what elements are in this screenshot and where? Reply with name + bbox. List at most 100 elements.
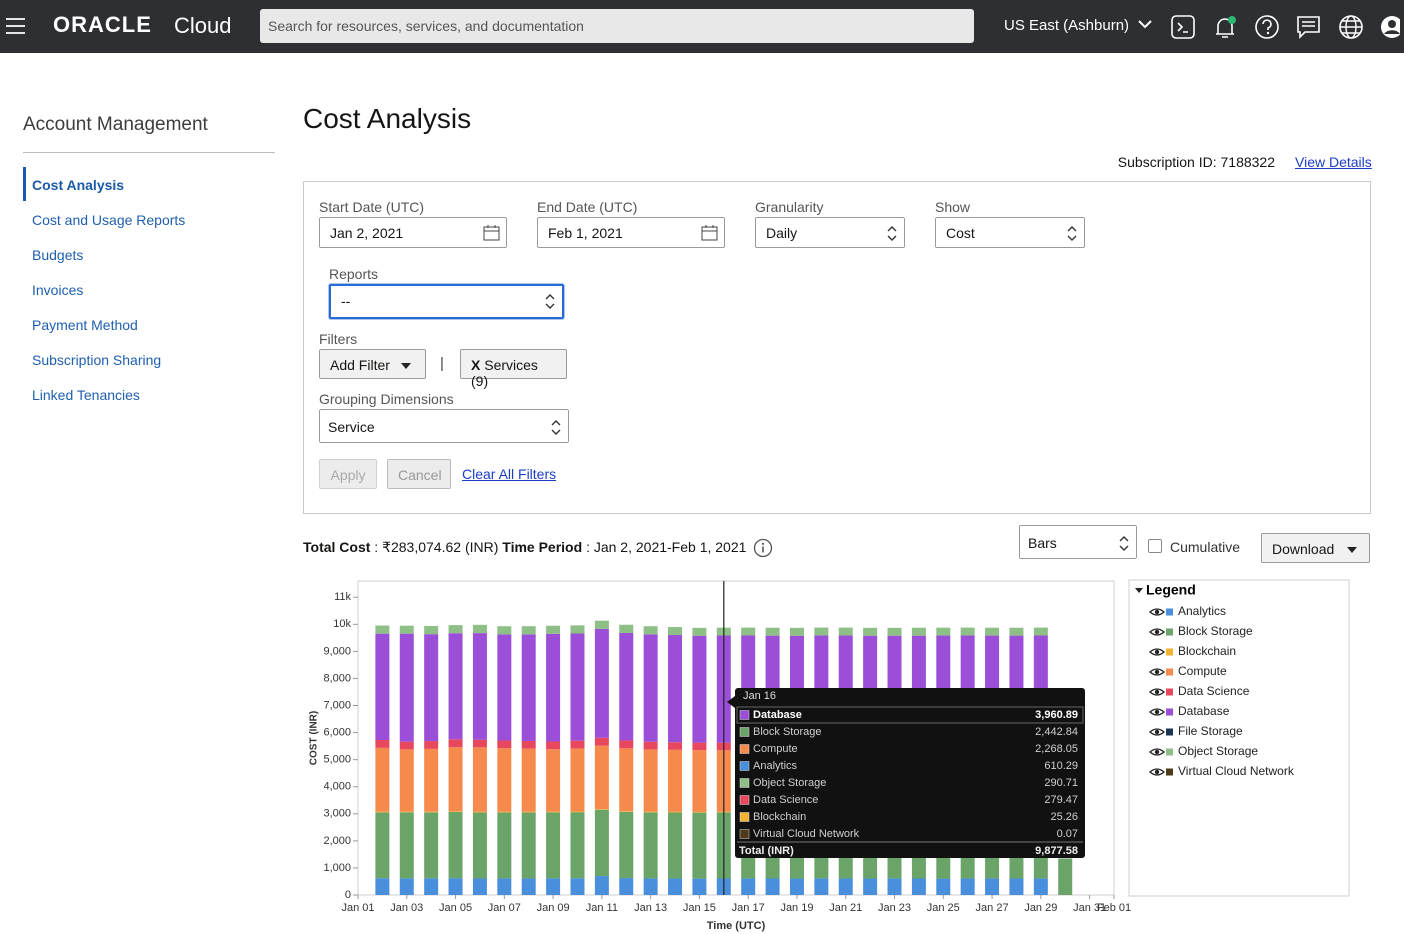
bar-segment (546, 878, 560, 895)
select-arrows (544, 293, 556, 310)
tooltip-value: 2,442.84 (1035, 726, 1078, 738)
add-filter-button[interactable]: Add Filter (319, 349, 426, 379)
bar-segment (497, 812, 511, 878)
legend-label: Data Science (1178, 684, 1250, 698)
filter-chip[interactable]: X Services (9) (460, 349, 567, 379)
profile-icon[interactable] (1381, 16, 1400, 38)
bar-segment (546, 626, 560, 634)
tooltip-name: Analytics (753, 760, 798, 772)
brand[interactable]: ORACLE (53, 12, 152, 38)
search-box[interactable]: Search for resources, services, and docu… (260, 9, 974, 43)
bar-segment (644, 634, 658, 741)
bar-segment (619, 625, 633, 633)
info-icon[interactable] (753, 538, 773, 558)
product[interactable]: Cloud (174, 13, 231, 39)
bar-segment (497, 634, 511, 740)
start-date-input[interactable]: Jan 2, 2021 (319, 217, 507, 248)
bar-segment (839, 878, 853, 895)
end-date-input[interactable]: Feb 1, 2021 (537, 217, 725, 248)
tooltip-swatch (740, 762, 749, 771)
notifications-icon[interactable] (1216, 16, 1236, 37)
grouping-select[interactable]: Service (319, 409, 569, 443)
language-icon[interactable] (1340, 16, 1362, 38)
tooltip-title: Jan 16 (743, 690, 776, 702)
clear-filters-link[interactable]: Clear All Filters (462, 466, 556, 482)
cloud-shell-icon[interactable] (1172, 16, 1194, 38)
bar-segment (546, 749, 560, 812)
tooltip-swatch (740, 779, 749, 788)
nav-item[interactable]: Payment Method (32, 317, 138, 333)
bar-segment (595, 876, 609, 895)
legend-label: Virtual Cloud Network (1178, 764, 1295, 778)
chip-remove[interactable]: X (471, 357, 480, 373)
bar-segment (668, 750, 682, 812)
tooltip-swatch (740, 830, 749, 839)
bar-segment (522, 879, 536, 895)
menu-icon[interactable] (5, 16, 27, 36)
nav-item[interactable]: Budgets (32, 247, 83, 263)
nav-item[interactable]: Subscription Sharing (32, 352, 161, 368)
bar-segment (814, 878, 828, 895)
legend-item[interactable]: Block Storage (1150, 624, 1253, 638)
bar-segment (1009, 628, 1023, 636)
visibility-icon-pupil (1155, 630, 1159, 634)
field-label: End Date (UTC) (537, 199, 637, 215)
granularity-select[interactable]: Daily (755, 217, 905, 248)
bar-segment (546, 634, 560, 742)
bar-segment (644, 812, 658, 813)
legend-item[interactable]: Analytics (1150, 604, 1226, 618)
visibility-icon-pupil (1155, 710, 1159, 714)
bar-segment (570, 811, 584, 812)
dropdown-arrow (1346, 546, 1358, 554)
legend-item[interactable]: Object Storage (1150, 744, 1258, 758)
legend-item[interactable]: Database (1150, 704, 1230, 718)
y-tick-label: 7,000 (323, 699, 351, 711)
view-details-link[interactable]: View Details (1295, 154, 1372, 170)
bar-segment (424, 749, 438, 812)
bar-segment (546, 812, 560, 813)
bar-segment (619, 748, 633, 811)
nav-item[interactable]: Cost Analysis (32, 177, 124, 193)
download-button[interactable]: Download (1261, 533, 1370, 563)
bar-segment (644, 749, 658, 811)
bar-segment (595, 810, 609, 876)
tooltip-total-name: Total (INR) (739, 845, 794, 857)
legend-item[interactable]: Virtual Cloud Network (1150, 764, 1295, 778)
show-select[interactable]: Cost (935, 217, 1085, 248)
field-value: Feb 1, 2021 (548, 225, 623, 241)
select-arrows (886, 225, 898, 242)
x-tick-label: Jan 09 (537, 902, 570, 914)
y-tick-label: 11k (334, 591, 351, 603)
y-tick-label: 1,000 (323, 862, 351, 874)
legend-toggle[interactable] (1135, 588, 1143, 593)
chart-style-select[interactable]: Bars (1019, 525, 1137, 559)
bar-segment (595, 738, 609, 746)
x-tick-label: Jan 29 (1024, 902, 1057, 914)
bar-segment (692, 750, 706, 812)
nav-item[interactable]: Linked Tenancies (32, 387, 140, 403)
region-selector[interactable]: US East (Ashburn) (1004, 17, 1153, 34)
bar-segment (473, 812, 487, 878)
checkbox-label[interactable]: Cumulative (1170, 539, 1240, 555)
help-icon[interactable] (1256, 16, 1278, 38)
field-value: Cost (946, 225, 975, 241)
nav-item[interactable]: Cost and Usage Reports (32, 212, 185, 228)
legend-item[interactable]: File Storage (1150, 724, 1243, 738)
legend-label: Object Storage (1178, 744, 1258, 758)
bar-segment (595, 746, 609, 809)
bar-segment (424, 634, 438, 741)
cumulative-checkbox[interactable] (1148, 539, 1162, 553)
x-tick-label: Jan 27 (976, 902, 1009, 914)
legend-item[interactable]: Compute (1150, 664, 1227, 678)
bar-segment (497, 626, 511, 634)
reports-select[interactable]: -- (329, 284, 564, 319)
summary-value: : ₹283,074.62 (INR) (374, 539, 498, 555)
field-label: Filters (319, 331, 357, 347)
feedback-icon[interactable] (1298, 17, 1319, 37)
legend-item[interactable]: Blockchain (1150, 644, 1236, 658)
legend-swatch (1166, 669, 1173, 676)
x-tick-label: Jan 21 (829, 902, 862, 914)
field-label: Start Date (UTC) (319, 199, 424, 215)
nav-item[interactable]: Invoices (32, 282, 83, 298)
legend-item[interactable]: Data Science (1150, 684, 1250, 698)
